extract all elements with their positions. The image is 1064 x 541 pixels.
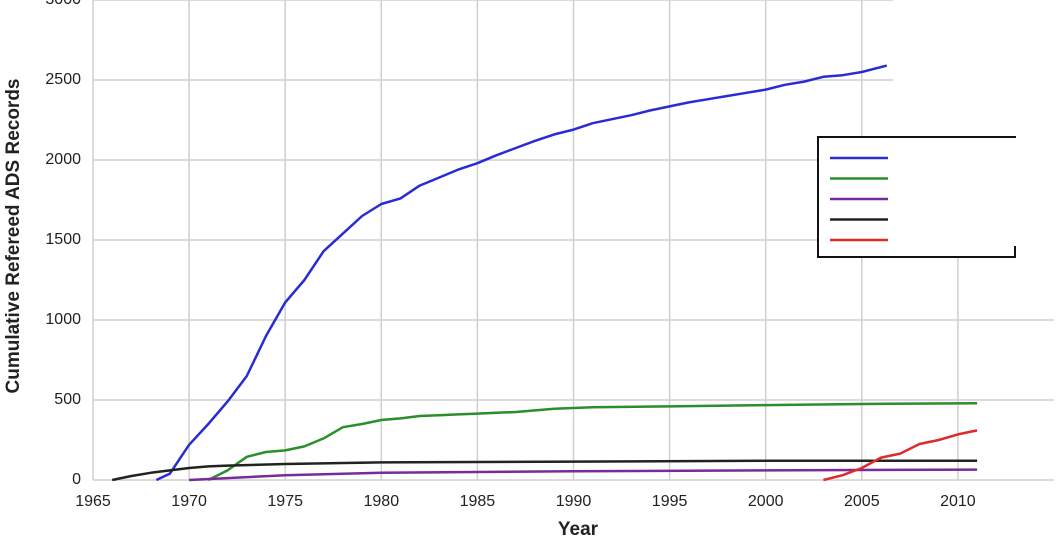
data-line [207,401,978,482]
data-line [823,429,978,482]
cover [893,0,1064,137]
x-tick-label: 1980 [364,493,400,510]
x-tick-label: 1985 [460,493,496,510]
x-tick-label: 1995 [652,493,688,510]
x-tick-label: 2000 [748,493,784,510]
y-tick-label: 1500 [45,231,81,248]
y-tick-label: 3000 [45,0,81,8]
x-tick-label: 1990 [556,493,592,510]
data-line [155,64,888,482]
y-tick-label: 500 [54,391,81,408]
x-tick-label: 1975 [267,493,303,510]
x-tick-label: 1970 [171,493,207,510]
data-line [111,459,978,482]
data-line [189,468,978,482]
y-tick-label: 2500 [45,71,81,88]
cover [1015,137,1064,247]
y-tick-label: 1000 [45,311,81,328]
y-axis-title: Cumulative Refereed ADS Records [3,78,24,393]
x-tick-label: 1965 [75,493,111,510]
cover [893,138,1018,246]
x-tick-label: 2010 [940,493,976,510]
x-axis-title: Year [558,519,599,540]
x-tick-label: 2005 [844,493,880,510]
y-tick-label: 2000 [45,151,81,168]
y-tick-label: 0 [72,471,81,488]
